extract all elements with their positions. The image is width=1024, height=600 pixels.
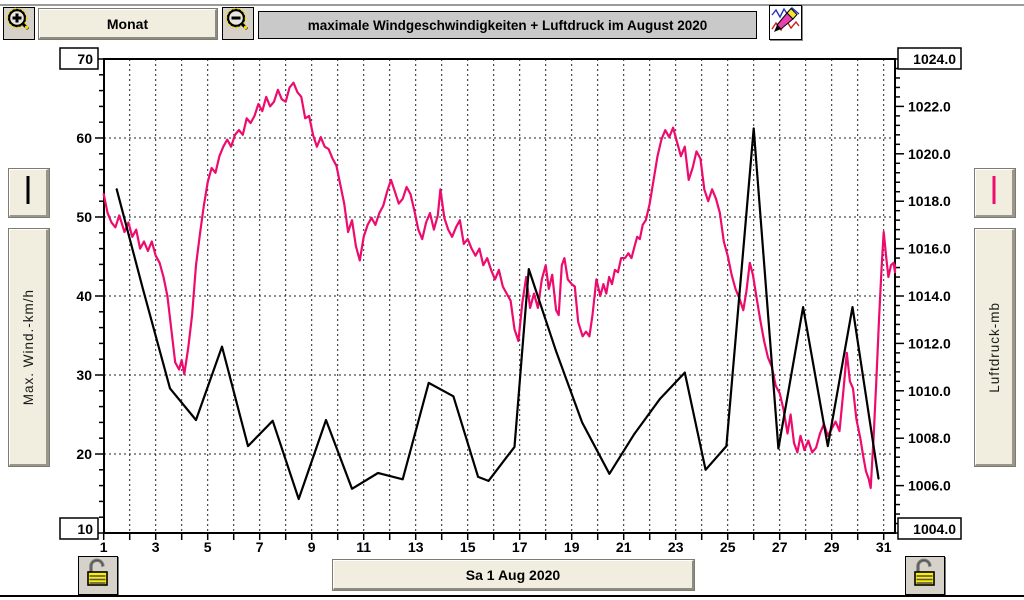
pressure-legend-button[interactable]	[974, 168, 1016, 218]
right-axis-tick-label: 1010.0	[908, 383, 951, 399]
left-axis-label-button[interactable]: Max. Wind.-km/h	[8, 228, 50, 467]
left-axis-min-label-box	[59, 517, 99, 540]
monat-button-label: Monat	[106, 15, 149, 32]
wind-legend-button[interactable]	[8, 168, 50, 218]
magnifier-minus-icon	[224, 7, 252, 40]
chart-title-bar: maximale Windgeschwindigkeiten + Luftdru…	[258, 11, 757, 39]
left-axis-label: Max. Wind.-km/h	[20, 288, 36, 406]
right-axis-max-label-box	[897, 47, 962, 70]
x-axis-tick-label: 5	[204, 539, 212, 555]
x-axis-tick-label: 3	[152, 539, 160, 555]
x-axis-tick-label: 21	[616, 539, 632, 555]
right-axis-tick-label: 1008.0	[908, 430, 951, 446]
left-axis-tick-label: 40	[76, 288, 92, 304]
pencil-eraser-icon	[771, 5, 800, 41]
date-button-label: Sa 1 Aug 2020	[465, 566, 561, 583]
pressure-legend-line-icon	[988, 172, 1000, 213]
x-axis-tick-label: 13	[408, 539, 424, 555]
right-axis-label: Luftdruck-mb	[986, 301, 1002, 393]
right-axis-tick-label: 1014.0	[908, 288, 951, 304]
right-lock-button[interactable]	[905, 556, 945, 595]
right-axis-tick-label: 1022.0	[908, 98, 951, 114]
left-lock-button[interactable]	[78, 556, 118, 595]
x-axis-tick-label: 11	[356, 539, 371, 555]
open-padlock-icon	[83, 557, 113, 594]
left-axis-tick-label: 20	[76, 446, 92, 462]
right-axis-tick-label: 1012.0	[908, 335, 951, 351]
wind-series-line	[115, 127, 880, 501]
left-axis-max-label: 70	[77, 51, 93, 67]
zoom-out-button[interactable]	[222, 7, 254, 40]
wind-legend-line-icon	[22, 172, 34, 213]
x-axis-tick-label: 19	[564, 539, 580, 555]
window-bottom-edge	[0, 595, 1024, 597]
left-axis-min-label: 10	[77, 521, 93, 537]
right-axis-min-label: 1004.0	[913, 521, 956, 537]
x-axis-tick-label: 1	[100, 539, 108, 555]
right-axis-min-label-box	[897, 517, 962, 540]
window-top-edge	[0, 0, 1024, 6]
x-axis-tick-label: 9	[308, 539, 316, 555]
pressure-series-line	[102, 81, 897, 490]
left-axis-tick-label: 50	[76, 209, 92, 225]
x-axis-tick-label: 23	[668, 539, 684, 555]
right-axis-tick-label: 1018.0	[908, 193, 951, 209]
monat-button[interactable]: Monat	[38, 8, 218, 40]
x-axis-tick-label: 15	[460, 539, 476, 555]
date-button[interactable]: Sa 1 Aug 2020	[332, 559, 695, 591]
x-axis-tick-label: 29	[824, 539, 840, 555]
edit-chart-button[interactable]	[769, 5, 802, 40]
right-axis-tick-label: 1020.0	[908, 146, 951, 162]
zoom-in-button[interactable]	[3, 7, 35, 40]
left-axis-max-label-box	[59, 47, 99, 70]
x-axis-tick-label: 17	[512, 539, 528, 555]
x-axis-tick-label: 25	[720, 539, 736, 555]
right-axis-tick-label: 1016.0	[908, 241, 951, 257]
x-axis-tick-label: 27	[772, 539, 788, 555]
x-axis-tick-label: 7	[256, 539, 264, 555]
chart-title-text: maximale Windgeschwindigkeiten + Luftdru…	[307, 17, 708, 33]
right-axis-max-label: 1024.0	[913, 51, 956, 67]
open-padlock-icon	[910, 557, 940, 594]
right-axis-tick-label: 1006.0	[908, 478, 951, 494]
x-axis-tick-label: 31	[876, 539, 892, 555]
magnifier-plus-icon	[5, 7, 33, 40]
plot-frame	[103, 58, 896, 534]
left-axis-tick-label: 60	[76, 130, 92, 146]
left-axis-tick-label: 30	[76, 367, 92, 383]
right-axis-label-button[interactable]: Luftdruck-mb	[974, 228, 1016, 467]
